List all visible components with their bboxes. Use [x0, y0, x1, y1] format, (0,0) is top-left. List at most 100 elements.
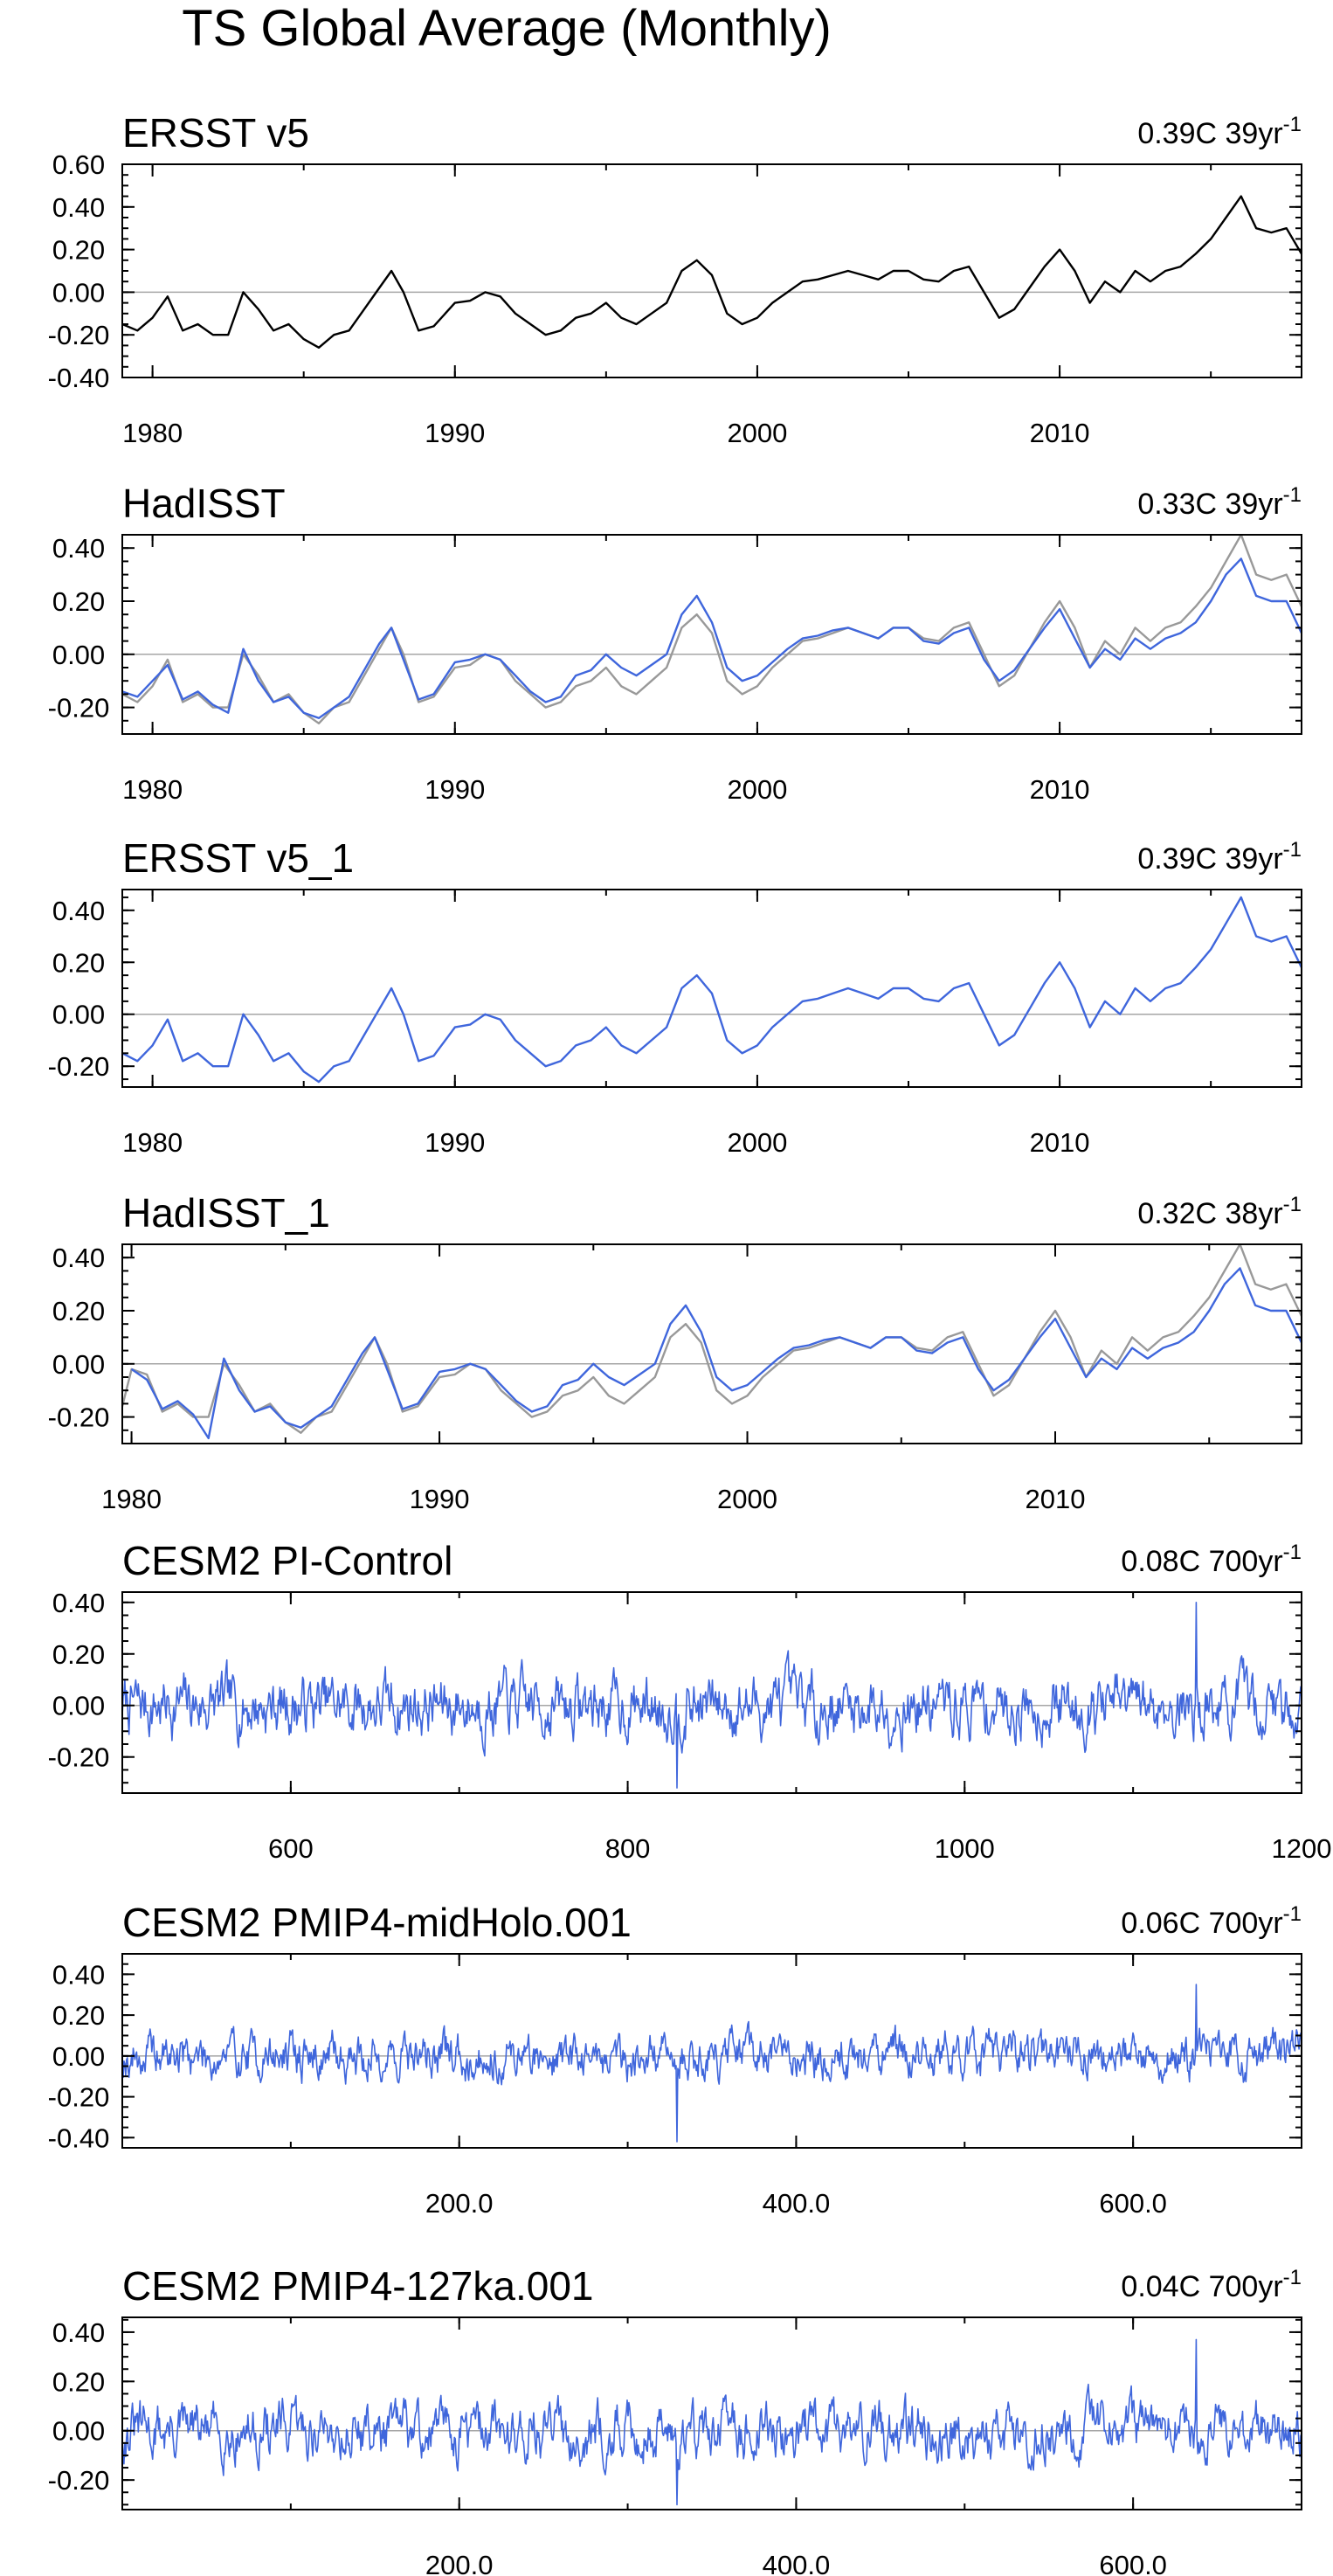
x-tick-label: 1980	[101, 1484, 162, 1514]
panel-title: ERSST v5	[122, 110, 309, 156]
series-line-2	[122, 557, 1302, 719]
y-tick-label: -0.20	[48, 2465, 110, 2496]
plot-frame	[121, 1953, 1302, 2149]
trend-stat: 0.08C 700yr-1	[1121, 1541, 1302, 1578]
y-tick-label: -0.20	[48, 1402, 110, 1433]
trend-stat-value: 0.39C 39yr	[1137, 842, 1282, 876]
reference-series-line-1	[122, 535, 1302, 724]
trend-stat-value: 0.04C 700yr	[1121, 2270, 1282, 2303]
trend-stat-value: 0.06C 700yr	[1121, 1907, 1282, 1940]
y-tick-label: 0.40	[52, 896, 105, 926]
trend-stat-value: 0.39C 39yr	[1137, 117, 1282, 150]
panel-title: ERSST v5_1	[122, 835, 354, 881]
x-tick-label: 1980	[122, 1127, 183, 1158]
y-tick-label: 0.40	[52, 1959, 105, 1990]
x-tick-label: 400.0	[763, 2188, 831, 2219]
y-tick-label: 0.20	[52, 586, 105, 617]
y-tick-label: 0.20	[52, 235, 105, 266]
plot-frame	[121, 534, 1302, 735]
series-line-1	[122, 1602, 1302, 1789]
main-title: TS Global Average (Monthly)	[182, 0, 832, 57]
panel-title: CESM2 PMIP4-midHolo.001	[122, 1900, 632, 1945]
plot-frame	[121, 2316, 1302, 2510]
x-tick-label: 2010	[1030, 774, 1090, 805]
y-tick-label: -0.20	[48, 1742, 110, 1773]
trend-stat-value: 0.08C 700yr	[1121, 1545, 1282, 1578]
y-tick-label: 0.20	[52, 947, 105, 978]
y-tick-label: 0.00	[52, 1691, 105, 1721]
x-tick-label: 2010	[1030, 1127, 1090, 1158]
panel-6: CESM2 PMIP4-midHolo.001 0.06C 700yr-1 -0.4…	[48, 1900, 1302, 2219]
y-tick-label: -0.20	[48, 1051, 110, 1082]
y-tick-label: 0.00	[52, 2416, 105, 2447]
trend-stat-exponent: -1	[1283, 113, 1302, 136]
x-tick-label: 2000	[717, 1484, 777, 1514]
y-tick-label: 0.40	[52, 192, 105, 223]
x-tick-label: 600.0	[1099, 2550, 1167, 2576]
y-tick-label: 0.40	[52, 1243, 105, 1273]
x-tick-label: 1990	[425, 418, 485, 448]
y-tick-label: 0.40	[52, 2317, 105, 2348]
trend-stat: 0.39C 39yr-1	[1137, 113, 1302, 150]
panel-7: CESM2 PMIP4-127ka.001 0.04C 700yr-1 -0.20 0…	[48, 2263, 1302, 2576]
trend-stat-value: 0.33C 39yr	[1137, 488, 1282, 521]
trend-stat-exponent: -1	[1283, 1541, 1302, 1564]
x-tick-label: 600	[268, 1833, 314, 1864]
x-tick-label: 2000	[727, 774, 787, 805]
panel-title: HadISST	[122, 481, 286, 526]
y-tick-label: 0.00	[52, 2041, 105, 2072]
x-tick-label: 800	[605, 1833, 651, 1864]
y-tick-label: -0.20	[48, 2082, 110, 2113]
panel-1: ERSST v5 0.39C 39yr-1 -0.40 -0.20 0.00 0.20 0.…	[48, 110, 1302, 448]
y-tick-label: 0.20	[52, 2366, 105, 2397]
x-tick-label: 200.0	[425, 2188, 494, 2219]
y-tick-label: 0.60	[52, 149, 105, 180]
y-tick-label: 0.00	[52, 640, 105, 670]
panel-3: ERSST v5_1 0.39C 39yr-1 -0.20 0.00 0.20 0.40 1…	[48, 835, 1302, 1158]
x-tick-label: 2000	[727, 1127, 787, 1158]
series-line-1	[122, 195, 1302, 349]
x-tick-label: 600.0	[1099, 2188, 1167, 2219]
x-tick-label: 1990	[410, 1484, 470, 1514]
y-tick-label: 0.40	[52, 1588, 105, 1618]
x-tick-label: 2000	[727, 418, 787, 448]
y-tick-label: 0.20	[52, 1639, 105, 1670]
plot-frame	[121, 1243, 1302, 1444]
y-tick-label: 0.20	[52, 1296, 105, 1326]
x-tick-label: 1200	[1272, 1833, 1332, 1864]
trend-stat-exponent: -1	[1283, 1902, 1302, 1926]
panel-2: HadISST 0.33C 39yr-1 -0.20 0.00 0.20 0.40 1980…	[48, 481, 1302, 805]
x-tick-label: 1990	[425, 1127, 485, 1158]
x-tick-label: 2010	[1030, 418, 1090, 448]
x-tick-label: 1980	[122, 774, 183, 805]
trend-stat: 0.32C 38yr-1	[1137, 1193, 1302, 1230]
trend-stat: 0.39C 39yr-1	[1137, 838, 1302, 876]
trend-stat-exponent: -1	[1283, 483, 1302, 507]
plot-frame	[121, 163, 1302, 378]
y-tick-label: -0.20	[48, 693, 110, 724]
plot-frame	[121, 889, 1302, 1088]
y-tick-label: 0.00	[52, 277, 105, 308]
panel-5: CESM2 PI-Control 0.08C 700yr-1 -0.20 0.00 0.…	[48, 1538, 1332, 1864]
y-tick-label: -0.40	[48, 2122, 110, 2153]
y-tick-label: 0.00	[52, 1349, 105, 1380]
y-tick-label: 0.00	[52, 1000, 105, 1030]
x-tick-label: 2010	[1026, 1484, 1086, 1514]
panel-title: CESM2 PI-Control	[122, 1538, 452, 1583]
series-line-1	[122, 1984, 1302, 2143]
trend-stat-exponent: -1	[1283, 2266, 1302, 2289]
series-line-2	[130, 1267, 1302, 1440]
series-line-1	[122, 896, 1302, 1084]
x-tick-label: 1000	[935, 1833, 995, 1864]
series-line-1	[122, 2338, 1302, 2506]
trend-stat: 0.04C 700yr-1	[1121, 2266, 1302, 2303]
reference-series-line-1	[122, 1244, 1302, 1434]
x-tick-label: 400.0	[763, 2550, 831, 2576]
panel-title: HadISST_1	[122, 1190, 330, 1236]
y-tick-label: 0.20	[52, 2000, 105, 2031]
x-tick-label: 200.0	[425, 2550, 494, 2576]
y-tick-label: -0.40	[48, 363, 110, 393]
x-tick-label: 1990	[425, 774, 485, 805]
trend-stat-value: 0.32C 38yr	[1137, 1197, 1282, 1230]
